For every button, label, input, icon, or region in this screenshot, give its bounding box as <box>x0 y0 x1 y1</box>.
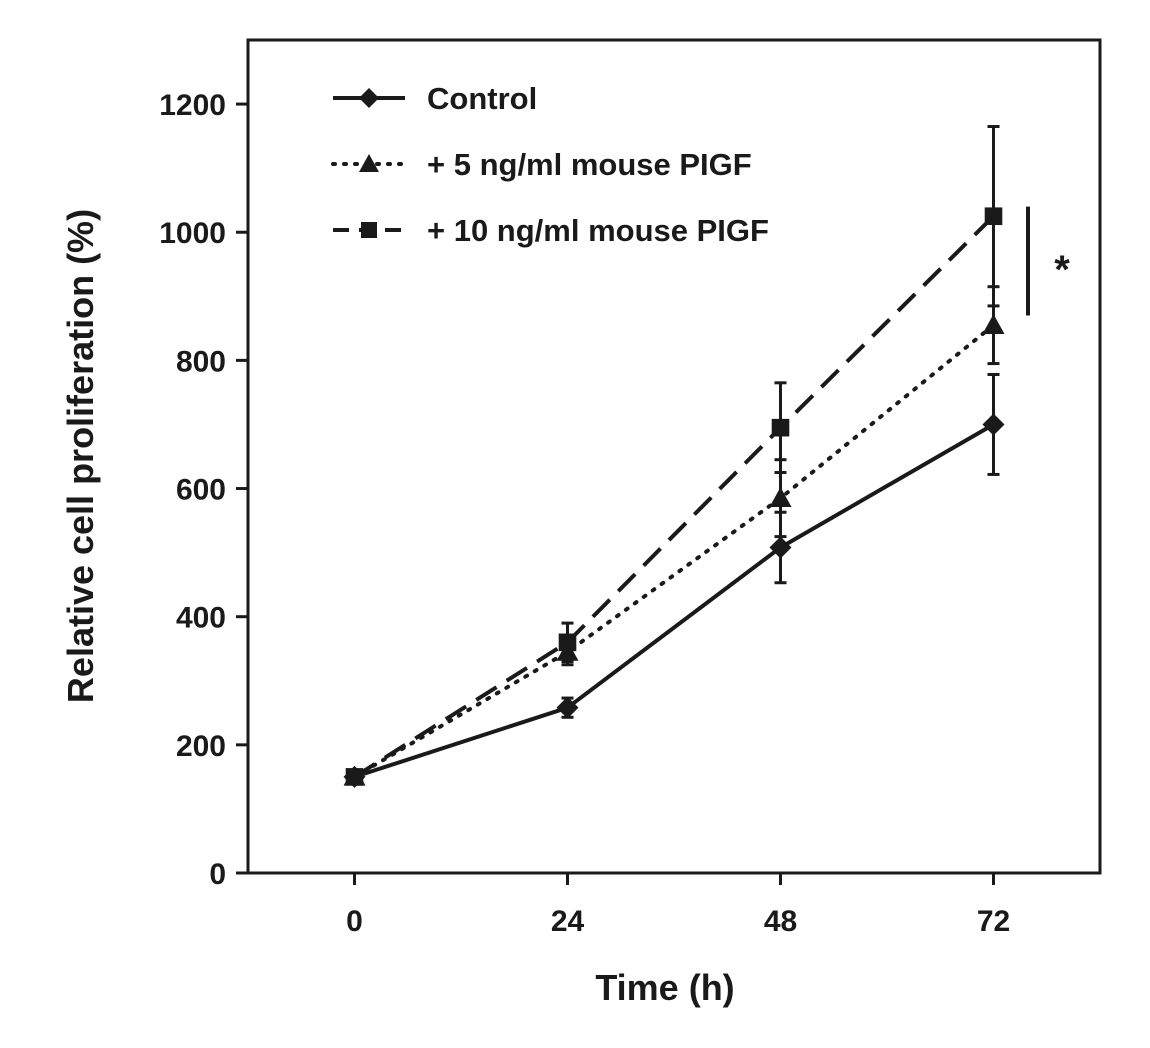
y-axis-title: Relative cell proliferation (%) <box>60 209 101 703</box>
series-line-1 <box>353 422 995 779</box>
data-point-diamond <box>982 413 1005 436</box>
series-line-3 <box>353 214 995 779</box>
plot-frame <box>246 38 1102 875</box>
y-tick-label: 800 <box>176 345 226 378</box>
legend-label: + 5 ng/ml mouse PIGF <box>427 147 752 182</box>
legend-label: Control <box>427 81 537 116</box>
significance-asterisk: * <box>1054 248 1070 292</box>
y-tick-label: 1000 <box>159 217 226 250</box>
data-point-diamond <box>556 696 579 719</box>
y-axis: 0 200 400 600 800 1000 1200 <box>159 89 248 891</box>
legend-marker-triangle <box>359 154 379 172</box>
data-point-square <box>771 418 790 437</box>
significance-annotation: * <box>1026 206 1070 316</box>
legend-marker-square <box>361 222 377 238</box>
x-tick-label: 48 <box>764 905 797 938</box>
data-point-triangle <box>769 487 792 507</box>
series-line-2 <box>352 323 996 779</box>
data-point-triangle <box>982 314 1005 334</box>
data-markers <box>343 207 1005 788</box>
legend-label: + 10 ng/ml mouse PIGF <box>427 213 769 248</box>
data-point-square <box>558 633 577 652</box>
x-axis: 0 24 48 72 <box>346 873 1010 938</box>
y-tick-label: 200 <box>176 730 226 763</box>
series-lines <box>352 214 996 779</box>
y-tick-label: 0 <box>209 858 226 891</box>
data-point-diamond <box>769 536 792 559</box>
x-tick-label: 72 <box>977 905 1010 938</box>
x-tick-label: 0 <box>346 905 363 938</box>
data-point-square <box>345 768 364 786</box>
y-tick-label: 600 <box>176 474 226 507</box>
y-tick-label: 400 <box>176 602 226 635</box>
x-tick-label: 24 <box>551 905 585 938</box>
x-axis-title: Time (h) <box>595 967 734 1008</box>
y-tick-label: 1200 <box>159 89 226 122</box>
data-point-square <box>984 207 1003 226</box>
legend-marker-diamond <box>359 88 379 108</box>
legend: Control + 5 ng/ml mouse PIGF + 10 ng/ml mo… <box>331 81 769 248</box>
